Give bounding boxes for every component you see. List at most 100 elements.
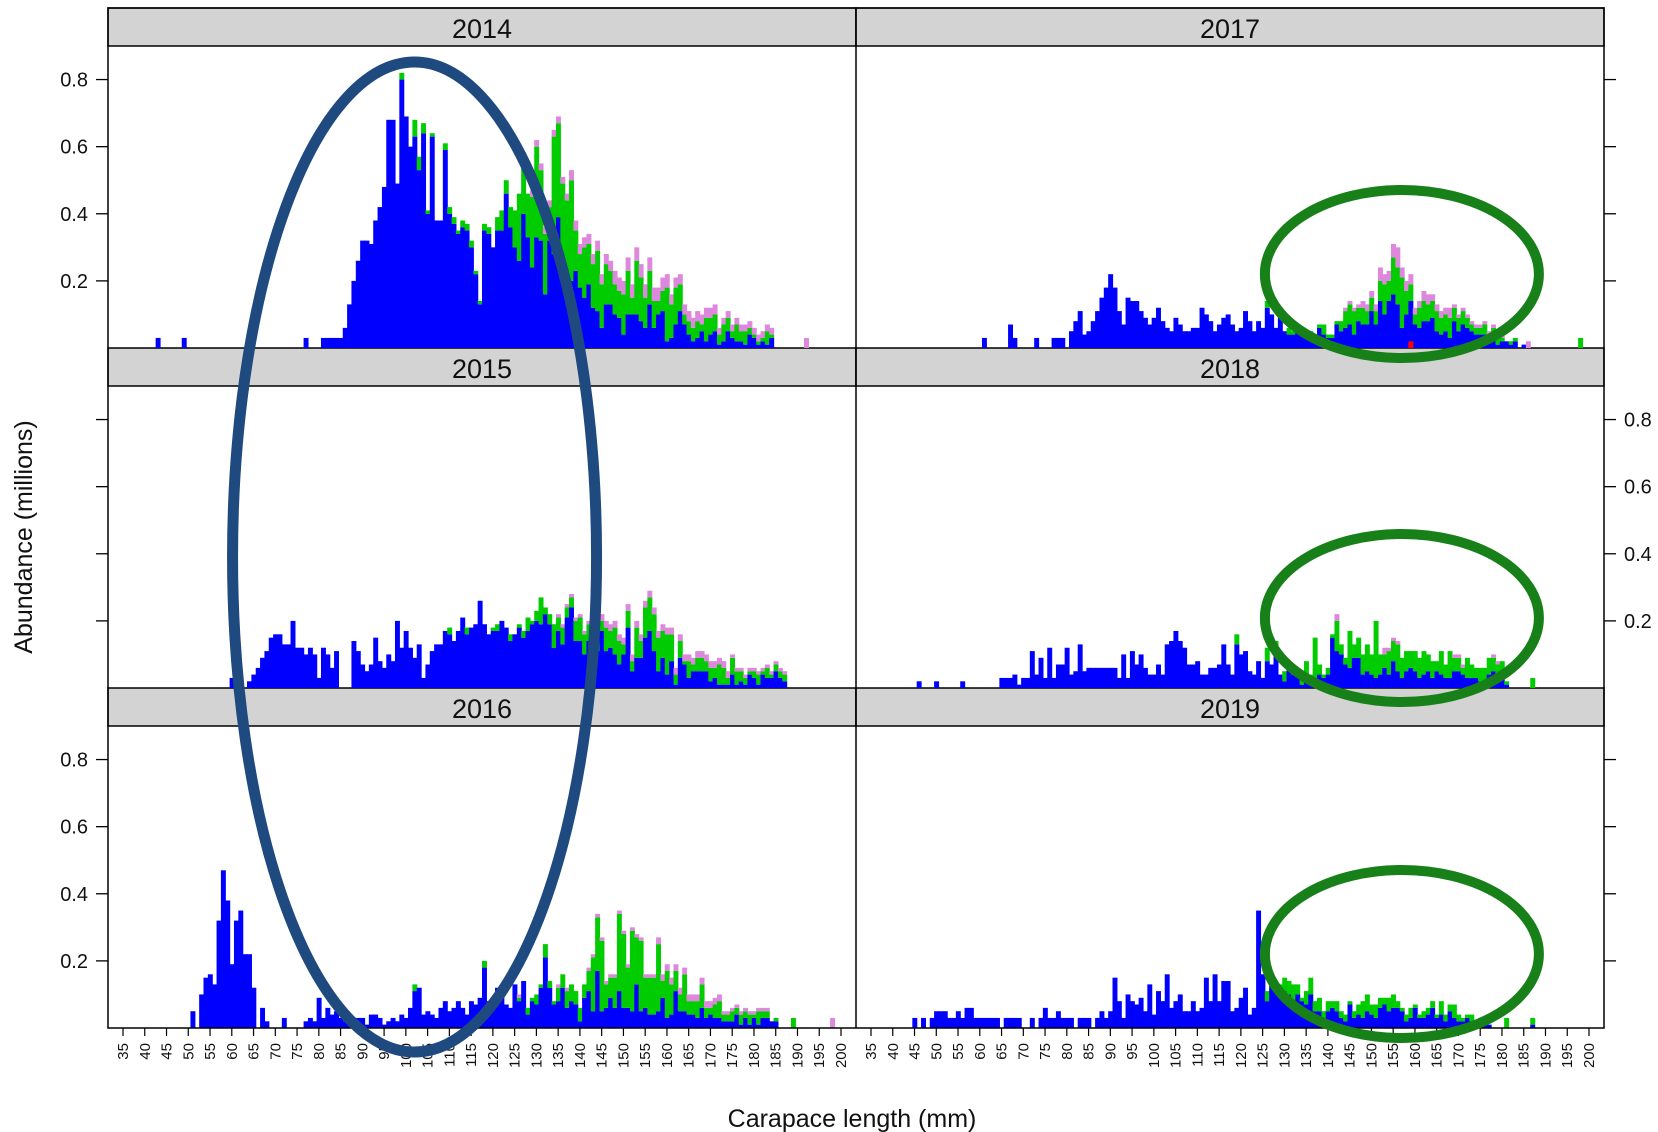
bar-2017-128-blue [1273, 327, 1279, 348]
bar-2018-116-blue [1221, 644, 1227, 688]
bar-2019-116-blue [1221, 981, 1227, 1028]
bar-2018-133-blue [1295, 674, 1301, 688]
bar-2015-64-blue [247, 681, 252, 688]
bar-2019-137-green [1312, 1001, 1318, 1012]
bar-2017-132-blue [1290, 334, 1296, 348]
bar-2018-146-blue [1351, 657, 1357, 688]
bar-2014-115-blue [468, 247, 474, 348]
bar-2016-161-blue [669, 1014, 675, 1028]
bar-2015-175-blue [730, 674, 735, 688]
x-tick-label: 200 [1581, 1043, 1598, 1068]
bar-2014-116-green [473, 270, 479, 275]
bar-2014-165-pink [686, 311, 692, 322]
bar-2016-183-pink [764, 1007, 770, 1012]
bar-2014-102-blue [412, 136, 418, 348]
bar-2015-183-green [764, 667, 770, 678]
bar-2018-148-green [1360, 654, 1366, 675]
bar-2014-163-green [677, 284, 683, 312]
bar-2016-182-green [760, 1011, 766, 1018]
bar-2016-176-green [734, 1007, 740, 1015]
bar-2016-158-green [656, 944, 662, 1012]
bar-2019-164-blue [1430, 1007, 1436, 1028]
bar-2017-106-blue [1177, 324, 1183, 348]
x-tick-label: 170 [1450, 1043, 1467, 1068]
bar-2015-153-blue [634, 657, 640, 688]
bar-2016-157-green [651, 977, 657, 1015]
bar-2018-130-green [1282, 671, 1288, 682]
bar-2018-105-blue [1173, 630, 1179, 688]
x-tick-label: 55 [202, 1043, 219, 1060]
bar-2015-176-blue [734, 684, 740, 688]
bar-2015-99-blue [399, 647, 405, 688]
bar-2015-113-blue [460, 617, 466, 688]
bar-2014-145-blue [599, 327, 605, 348]
bar-2019-169-green [1451, 1004, 1457, 1018]
bar-2014-131-pink [538, 163, 544, 171]
bar-2014-125-green [512, 210, 518, 248]
bar-2015-187-pink [782, 671, 788, 675]
bar-2015-67-blue [260, 657, 266, 688]
bar-2015-131-green [538, 597, 544, 625]
bar-2016-85-blue [338, 1017, 344, 1028]
bar-2014-180-pink [751, 327, 757, 335]
bar-2014-160-green [664, 287, 670, 342]
bar-2017-150-pink [1369, 290, 1375, 298]
bar-2019-130-blue [1282, 991, 1288, 1028]
bar-2018-131-blue [1286, 667, 1292, 688]
bar-2014-157-green [651, 301, 657, 328]
bar-2017-123-blue [1251, 331, 1257, 348]
bar-2017-168-pink [1447, 307, 1453, 318]
bar-2016-152-blue [629, 1011, 635, 1028]
bar-2015-147-pink [608, 624, 614, 631]
bar-2015-150-blue [621, 654, 627, 688]
bar-2017-157-pink [1399, 267, 1405, 278]
bar-2016-126-blue [516, 1001, 522, 1028]
x-tick-label: 100 [1146, 1043, 1163, 1068]
bar-2017-146-green [1351, 311, 1357, 335]
bar-2019-164-green [1430, 1001, 1436, 1008]
bar-2015-173-blue [721, 684, 727, 688]
bar-2015-181-blue [756, 684, 762, 688]
bar-2018-143-green [1338, 644, 1344, 655]
bar-2018-160-green [1412, 651, 1418, 672]
bar-2018-75-blue [1042, 677, 1048, 688]
bar-2015-159-blue [660, 657, 666, 688]
bar-2015-80-blue [316, 677, 322, 688]
bar-2019-83-blue [1077, 1017, 1083, 1028]
bar-2019-138-green [1317, 997, 1322, 1012]
bar-2014-132-green [542, 233, 548, 295]
bar-2019-110-blue [1195, 1011, 1201, 1028]
x-tick-label: 145 [594, 1043, 611, 1068]
bar-2016-156-pink [647, 974, 653, 978]
bar-2018-171-green [1460, 667, 1466, 675]
panel-title-2018: 2018 [1200, 354, 1260, 384]
bar-2018-181-blue [1504, 684, 1510, 688]
bar-2018-46-blue [916, 681, 922, 688]
bar-2018-149-green [1364, 644, 1370, 672]
bar-2014-172-blue [716, 344, 722, 348]
bar-2017-151-green [1373, 311, 1379, 325]
bar-2014-107-blue [434, 220, 440, 348]
bar-2014-111-green [451, 217, 457, 224]
bar-2017-143-blue [1338, 331, 1344, 348]
bar-2016-137-pink [564, 987, 570, 992]
bar-2015-171-green [712, 667, 718, 678]
bar-2018-77-blue [1051, 677, 1057, 688]
bar-2018-66-blue [1003, 677, 1009, 688]
bar-2016-67-blue [260, 1007, 266, 1028]
bar-2014-180-blue [751, 337, 757, 348]
bar-2014-134-blue [551, 254, 557, 348]
bar-2014-156-blue [647, 304, 653, 348]
bar-2019-53-blue [947, 1017, 953, 1028]
bar-2015-187-green [782, 674, 788, 682]
bar-2018-128-blue [1273, 651, 1279, 688]
bar-2016-155-pink [643, 974, 648, 978]
bar-2015-156-pink [647, 590, 653, 598]
bar-2016-167-pink [695, 994, 701, 1002]
bar-2019-135-green [1303, 991, 1309, 1005]
bar-2014-135-pink [555, 116, 561, 124]
bar-2015-138-blue [569, 607, 574, 688]
bar-2014-178-pink [743, 324, 749, 332]
bar-2015-180-pink [751, 667, 757, 672]
x-tick-label: 115 [463, 1043, 480, 1067]
